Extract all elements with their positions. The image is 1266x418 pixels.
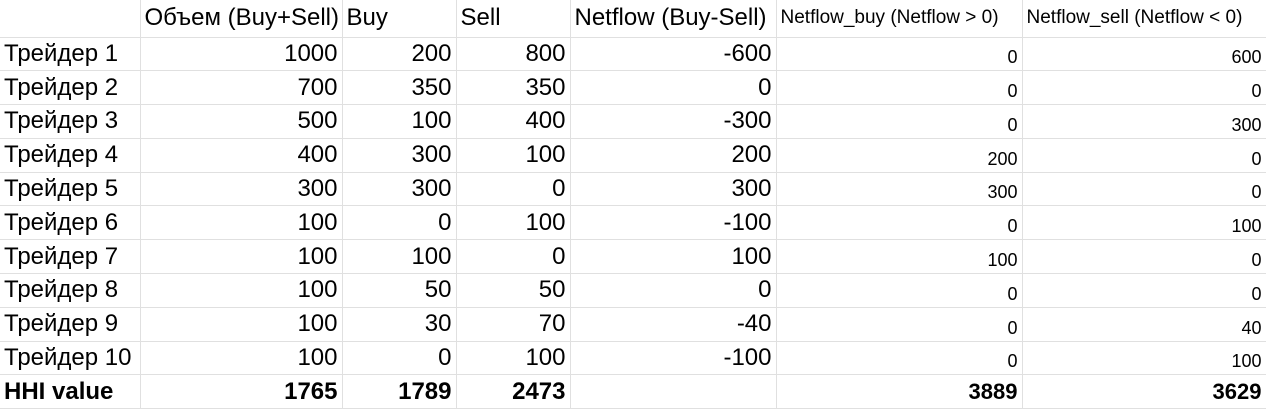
header-cell-netflow-buy[interactable]: Netflow_buy (Netflow > 0) bbox=[776, 0, 1023, 38]
cell-netflow-buy[interactable]: 0 bbox=[776, 307, 1023, 342]
cell-netflow-buy[interactable]: 0 bbox=[776, 273, 1023, 308]
total-cell-volume[interactable]: 1765 bbox=[140, 374, 343, 410]
header-cell-row-label[interactable] bbox=[0, 0, 141, 38]
cell-netflow-buy[interactable]: 100 bbox=[776, 239, 1023, 275]
cell-buy[interactable]: 30 bbox=[342, 307, 457, 342]
cell-netflow-sell[interactable]: 300 bbox=[1022, 104, 1266, 139]
cell-row-label[interactable]: Трейдер 9 bbox=[0, 307, 141, 342]
cell-buy[interactable]: 50 bbox=[342, 273, 457, 308]
total-cell-buy[interactable]: 1789 bbox=[342, 374, 457, 410]
cell-netflow[interactable]: 300 bbox=[570, 172, 777, 207]
cell-netflow-sell[interactable]: 600 bbox=[1022, 37, 1266, 72]
table-row: Трейдер 1 1000 200 800 -600 0 600 bbox=[0, 37, 1266, 72]
cell-row-label[interactable]: Трейдер 7 bbox=[0, 239, 141, 275]
cell-netflow-sell[interactable]: 40 bbox=[1022, 307, 1266, 342]
cell-sell[interactable]: 0 bbox=[456, 239, 571, 275]
cell-netflow[interactable]: 100 bbox=[570, 239, 777, 275]
total-cell-row-label[interactable]: HHI value bbox=[0, 374, 141, 410]
total-cell-netflow-buy[interactable]: 3889 bbox=[776, 374, 1023, 410]
cell-volume[interactable]: 100 bbox=[140, 205, 343, 241]
cell-row-label[interactable]: Трейдер 1 bbox=[0, 37, 141, 72]
table-row: Трейдер 8 100 50 50 0 0 0 bbox=[0, 273, 1266, 308]
cell-sell[interactable]: 100 bbox=[456, 138, 571, 173]
cell-netflow-sell[interactable]: 0 bbox=[1022, 172, 1266, 207]
cell-netflow[interactable]: -100 bbox=[570, 341, 777, 376]
header-row: Объем (Buy+Sell) Buy Sell Netflow (Buy-Sell… bbox=[0, 0, 1266, 38]
cell-netflow[interactable]: 0 bbox=[570, 70, 777, 106]
cell-netflow[interactable]: 200 bbox=[570, 138, 777, 173]
cell-netflow-buy[interactable]: 0 bbox=[776, 341, 1023, 376]
table-row: Трейдер 10 100 0 100 -100 0 100 bbox=[0, 341, 1266, 376]
table-row: Трейдер 4 400 300 100 200 200 0 bbox=[0, 138, 1266, 173]
table-row: Трейдер 3 500 100 400 -300 0 300 bbox=[0, 104, 1266, 139]
cell-netflow-buy[interactable]: 0 bbox=[776, 37, 1023, 72]
cell-volume[interactable]: 100 bbox=[140, 341, 343, 376]
cell-sell[interactable]: 0 bbox=[456, 172, 571, 207]
cell-netflow[interactable]: 0 bbox=[570, 273, 777, 308]
cell-buy[interactable]: 100 bbox=[342, 239, 457, 275]
cell-netflow-sell[interactable]: 0 bbox=[1022, 70, 1266, 106]
cell-row-label[interactable]: Трейдер 4 bbox=[0, 138, 141, 173]
cell-netflow[interactable]: -600 bbox=[570, 37, 777, 72]
table-row: Трейдер 6 100 0 100 -100 0 100 bbox=[0, 205, 1266, 241]
cell-sell[interactable]: 350 bbox=[456, 70, 571, 106]
header-cell-sell[interactable]: Sell bbox=[456, 0, 571, 38]
table-row: Трейдер 2 700 350 350 0 0 0 bbox=[0, 70, 1266, 106]
cell-netflow-sell[interactable]: 0 bbox=[1022, 273, 1266, 308]
cell-netflow-sell[interactable]: 0 bbox=[1022, 138, 1266, 173]
cell-row-label[interactable]: Трейдер 2 bbox=[0, 70, 141, 106]
cell-buy[interactable]: 350 bbox=[342, 70, 457, 106]
cell-netflow-buy[interactable]: 0 bbox=[776, 104, 1023, 139]
cell-volume[interactable]: 400 bbox=[140, 138, 343, 173]
header-cell-volume[interactable]: Объем (Buy+Sell) bbox=[140, 0, 343, 38]
cell-netflow[interactable]: -40 bbox=[570, 307, 777, 342]
cell-volume[interactable]: 100 bbox=[140, 307, 343, 342]
cell-netflow-sell[interactable]: 100 bbox=[1022, 205, 1266, 241]
header-cell-buy[interactable]: Buy bbox=[342, 0, 457, 38]
cell-netflow-sell[interactable]: 0 bbox=[1022, 239, 1266, 275]
cell-buy[interactable]: 300 bbox=[342, 172, 457, 207]
cell-netflow[interactable]: -300 bbox=[570, 104, 777, 139]
cell-netflow[interactable]: -100 bbox=[570, 205, 777, 241]
total-cell-sell[interactable]: 2473 bbox=[456, 374, 571, 410]
header-cell-netflow-sell[interactable]: Netflow_sell (Netflow < 0) bbox=[1022, 0, 1266, 38]
table-row: Трейдер 5 300 300 0 300 300 0 bbox=[0, 172, 1266, 207]
cell-row-label[interactable]: Трейдер 5 bbox=[0, 172, 141, 207]
header-cell-netflow[interactable]: Netflow (Buy-Sell) bbox=[570, 0, 777, 38]
cell-volume[interactable]: 700 bbox=[140, 70, 343, 106]
cell-netflow-buy[interactable]: 200 bbox=[776, 138, 1023, 173]
table-row: Трейдер 9 100 30 70 -40 0 40 bbox=[0, 307, 1266, 342]
cell-sell[interactable]: 100 bbox=[456, 341, 571, 376]
hhi-total-row: HHI value 1765 1789 2473 3889 3629 bbox=[0, 374, 1266, 410]
cell-volume[interactable]: 300 bbox=[140, 172, 343, 207]
cell-buy[interactable]: 0 bbox=[342, 341, 457, 376]
cell-row-label[interactable]: Трейдер 6 bbox=[0, 205, 141, 241]
cell-row-label[interactable]: Трейдер 8 bbox=[0, 273, 141, 308]
cell-netflow-buy[interactable]: 300 bbox=[776, 172, 1023, 207]
table-row: Трейдер 7 100 100 0 100 100 0 bbox=[0, 239, 1266, 275]
total-cell-netflow-sell[interactable]: 3629 bbox=[1022, 374, 1266, 410]
cell-buy[interactable]: 0 bbox=[342, 205, 457, 241]
cell-row-label[interactable]: Трейдер 3 bbox=[0, 104, 141, 139]
cell-sell[interactable]: 800 bbox=[456, 37, 571, 72]
cell-netflow-buy[interactable]: 0 bbox=[776, 205, 1023, 241]
cell-sell[interactable]: 50 bbox=[456, 273, 571, 308]
cell-volume[interactable]: 100 bbox=[140, 239, 343, 275]
cell-volume[interactable]: 100 bbox=[140, 273, 343, 308]
cell-volume[interactable]: 1000 bbox=[140, 37, 343, 72]
cell-netflow-buy[interactable]: 0 bbox=[776, 70, 1023, 106]
cell-sell[interactable]: 70 bbox=[456, 307, 571, 342]
cell-netflow-sell[interactable]: 100 bbox=[1022, 341, 1266, 376]
cell-volume[interactable]: 500 bbox=[140, 104, 343, 139]
cell-buy[interactable]: 300 bbox=[342, 138, 457, 173]
total-cell-netflow[interactable] bbox=[570, 374, 777, 410]
cell-row-label[interactable]: Трейдер 10 bbox=[0, 341, 141, 376]
cell-sell[interactable]: 400 bbox=[456, 104, 571, 139]
cell-buy[interactable]: 100 bbox=[342, 104, 457, 139]
cell-sell[interactable]: 100 bbox=[456, 205, 571, 241]
cell-buy[interactable]: 200 bbox=[342, 37, 457, 72]
